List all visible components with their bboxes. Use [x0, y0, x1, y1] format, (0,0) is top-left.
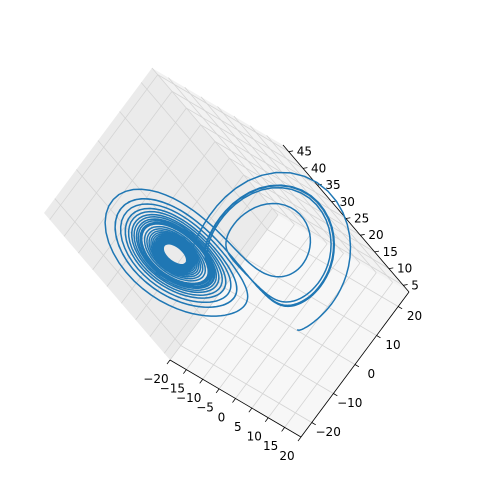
left-grid-line	[106, 141, 216, 287]
x-tick-mark	[297, 436, 302, 442]
back-grid-line	[272, 207, 404, 286]
floor-grid-line	[202, 316, 334, 394]
x-tick-label: 20	[279, 449, 294, 463]
y-tick-mark	[333, 393, 338, 397]
z-tick-mark	[288, 150, 294, 153]
z-tick-label: 40	[311, 161, 326, 175]
back-grid-line	[229, 157, 361, 236]
x-tick-label: −10	[176, 391, 201, 405]
z-tick-mark	[331, 200, 337, 203]
x-tick-mark	[215, 388, 220, 394]
z-tick-label: 35	[325, 178, 340, 192]
left-grid-line	[49, 74, 159, 220]
z-tick-label: 30	[340, 195, 355, 209]
x-tick-label: −5	[196, 401, 214, 415]
y-tick-mark	[376, 335, 381, 339]
floor-grid-line	[180, 345, 313, 423]
back-grid-line	[157, 74, 289, 153]
lorenz-trajectory-line	[104, 171, 352, 331]
z-tick-mark	[302, 167, 308, 169]
x-tick-mark	[264, 417, 269, 423]
floor-grid-line	[223, 287, 356, 365]
x-tick-label: −15	[160, 381, 185, 395]
left-grid-line	[78, 107, 187, 254]
y-tick-label: 10	[385, 338, 400, 352]
y-tick-label: 0	[368, 367, 376, 381]
x-tick-mark	[232, 398, 236, 403]
y-tick-label: −20	[316, 425, 341, 439]
z-tick-label: 25	[354, 212, 369, 226]
z-tick-label: 5	[411, 278, 419, 292]
series-group	[104, 171, 352, 331]
x-tick-mark	[183, 369, 187, 374]
z-tick-label: 15	[383, 245, 398, 259]
x-tick-label: −20	[143, 372, 168, 386]
y-tick-label: 20	[407, 309, 422, 323]
z-tick-mark	[388, 267, 394, 270]
back-grid-line	[214, 141, 347, 219]
y-axis-ticks: −20 −10 0 10 20	[311, 306, 422, 439]
z-tick-label: 45	[297, 145, 312, 159]
x-tick-label: 15	[263, 439, 278, 453]
left-grid-line	[63, 91, 173, 237]
z-tick-label: 10	[397, 262, 412, 276]
x-tick-mark	[199, 379, 204, 384]
floor-grid-line	[266, 229, 399, 307]
x-tick-label: 10	[247, 430, 262, 444]
y-tick-label: −10	[337, 396, 362, 410]
z-tick-mark	[403, 284, 408, 286]
y-tick-mark	[354, 364, 360, 368]
y-tick-mark	[311, 422, 316, 426]
x-tick-label: 0	[218, 410, 226, 424]
x-tick-mark	[166, 359, 171, 365]
z-tick-mark	[345, 217, 351, 219]
back-grid-line	[186, 107, 318, 186]
z-tick-label: 20	[368, 228, 383, 242]
x-tick-mark	[281, 427, 285, 432]
x-tick-mark	[248, 407, 253, 413]
x-tick-label: 5	[234, 420, 242, 434]
back-grid-line	[171, 91, 304, 169]
back-grid-line	[200, 124, 332, 203]
y-tick-mark	[397, 306, 403, 310]
z-tick-mark	[360, 234, 365, 236]
z-tick-mark	[374, 250, 380, 253]
